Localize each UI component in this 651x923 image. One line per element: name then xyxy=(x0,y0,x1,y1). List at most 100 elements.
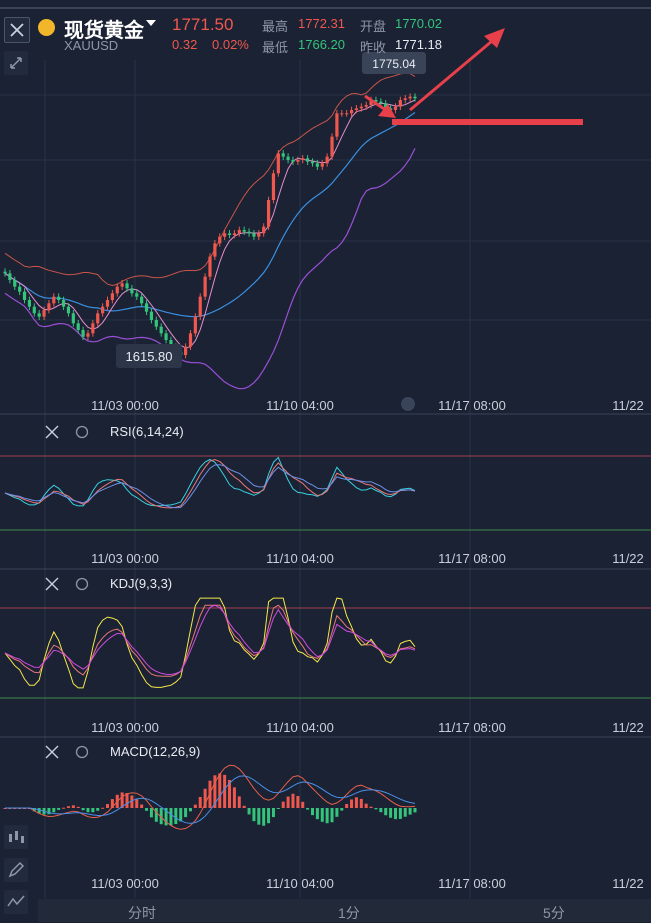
close-button[interactable] xyxy=(4,17,30,43)
annotation-arrows xyxy=(364,28,583,125)
macd-histogram-bar xyxy=(52,808,56,813)
macd-histogram-bar xyxy=(37,808,41,814)
candle-body xyxy=(232,233,237,235)
rsi-label: RSI(6,14,24) xyxy=(110,424,184,439)
chevron-down-icon[interactable] xyxy=(146,20,156,26)
candle-body xyxy=(52,296,56,304)
candle-body xyxy=(296,160,300,162)
macd-histogram-bar xyxy=(413,808,417,813)
candle-body xyxy=(403,98,407,100)
x-tick-label: 11/22 xyxy=(612,551,644,566)
prev-close-value: 1771.18 xyxy=(395,37,442,52)
macd-histogram-bar xyxy=(306,808,310,810)
macd-histogram-bar xyxy=(193,804,197,808)
rsi-close-icon xyxy=(45,425,59,439)
close-icon xyxy=(10,23,24,37)
macd-histogram-bar xyxy=(208,780,212,808)
macd-histogram-bar xyxy=(398,808,402,819)
candle-body xyxy=(37,313,41,317)
candle-body xyxy=(61,300,66,307)
macd-histogram-bar xyxy=(223,774,227,808)
prev-close-label: 昨收 xyxy=(360,40,387,55)
macd-histogram-bar xyxy=(364,803,368,808)
candle-body xyxy=(247,231,251,234)
candle-body xyxy=(315,163,319,167)
candle-body xyxy=(393,106,398,110)
tab-5min[interactable]: 5分 xyxy=(543,905,565,921)
macd-histogram-bar xyxy=(276,808,280,809)
macd-histogram-bar xyxy=(96,808,100,811)
candle-body xyxy=(81,330,85,337)
macd-histogram-bar xyxy=(91,808,95,813)
symbol-name[interactable]: 现货黄金 xyxy=(64,20,144,42)
candle-body xyxy=(110,293,114,300)
macd-histogram-bar xyxy=(174,808,178,824)
rsi6-line xyxy=(4,456,416,507)
macd-histogram-bar xyxy=(330,808,334,823)
candle-body xyxy=(18,286,22,292)
macd-histogram-bar xyxy=(286,796,290,808)
macd-histogram-bar xyxy=(384,808,388,816)
candle-body xyxy=(340,113,344,115)
candle-body xyxy=(76,323,80,330)
high-callout-label: 1775.04 xyxy=(372,57,416,71)
candle-body xyxy=(159,326,163,334)
macd-histogram-bar xyxy=(184,808,188,818)
candle-body xyxy=(379,101,383,104)
macd-histogram-bar xyxy=(320,808,324,822)
macd-histogram-bar xyxy=(164,808,168,826)
pencil-icon xyxy=(8,861,25,878)
candle-body xyxy=(47,303,51,310)
boll-mid-line xyxy=(4,112,416,318)
candle-body xyxy=(227,233,232,235)
high-value: 1772.31 xyxy=(298,16,345,31)
low-label: 最低 xyxy=(262,40,289,55)
macd-histogram-bar xyxy=(179,808,183,822)
candle-body xyxy=(96,313,100,324)
macd-histogram-bar xyxy=(169,808,173,826)
macd-histogram-bar xyxy=(340,808,344,811)
low-value: 1766.20 xyxy=(298,37,345,52)
candle-body xyxy=(169,340,173,347)
candle-body xyxy=(3,271,7,274)
candle-body xyxy=(398,100,402,107)
macd-histogram-bar xyxy=(76,806,80,808)
macd-dea-line xyxy=(5,775,416,824)
macd-histogram-bar xyxy=(203,788,207,808)
collapse-button[interactable] xyxy=(4,51,28,75)
candle-body xyxy=(271,173,276,200)
draw-tool-button[interactable] xyxy=(4,858,28,882)
tab-1min[interactable]: 1分 xyxy=(338,905,360,921)
line-chart-icon xyxy=(7,895,25,907)
last-price: 1771.50 xyxy=(172,15,234,34)
candle-body xyxy=(320,163,324,167)
x-tick-label: 11/10 04:00 xyxy=(266,551,334,566)
indicator-tool-button[interactable] xyxy=(4,890,28,914)
macd-histogram-bar xyxy=(252,808,256,822)
candle-body xyxy=(154,320,158,327)
candle-body xyxy=(193,316,197,334)
x-tick-label: 11/03 00:00 xyxy=(91,876,159,891)
x-tick-label: 11/17 08:00 xyxy=(438,876,506,891)
candle-body xyxy=(325,156,329,164)
candle-body xyxy=(276,153,280,174)
macd-histogram-bar xyxy=(66,806,70,808)
candle-body xyxy=(384,103,388,109)
candlestick-tool-button[interactable] xyxy=(4,825,28,849)
candle-body xyxy=(105,300,110,307)
macd-histogram-bar xyxy=(120,792,124,808)
macd-histogram-bar xyxy=(47,808,51,815)
candle-body xyxy=(86,333,90,337)
macd-histogram-bar xyxy=(291,793,295,808)
macd-histogram-bar xyxy=(154,808,158,822)
macd-settings-icon xyxy=(75,745,89,759)
macd-histogram-bar xyxy=(315,808,319,820)
symbol-dot-icon xyxy=(38,19,55,36)
tab-timeshare[interactable]: 分时 xyxy=(128,905,156,921)
macd-histogram-bar xyxy=(281,801,285,808)
macd-close-icon xyxy=(45,745,59,759)
x-tick-label: 11/03 00:00 xyxy=(91,720,159,735)
candle-body xyxy=(301,158,305,160)
macd-histogram-bar xyxy=(301,801,305,808)
